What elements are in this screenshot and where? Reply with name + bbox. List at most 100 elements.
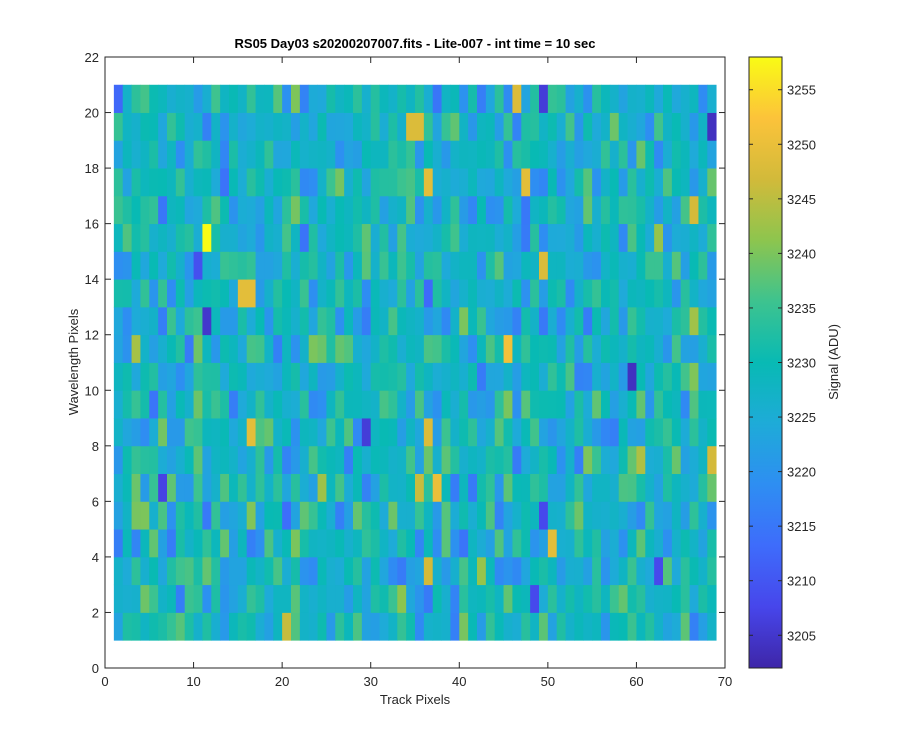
heatmap-cell [671,501,682,530]
heatmap-cell [273,334,283,363]
heatmap-cell [574,529,584,558]
heatmap-cell [680,556,690,586]
heatmap-cell [654,445,664,474]
heatmap-cell [282,473,292,502]
heatmap-cell [264,556,274,586]
heatmap-cell [654,279,664,308]
heatmap-cell [494,501,504,530]
heatmap-cell [388,445,398,474]
heatmap-cell [539,556,549,586]
heatmap-cell [220,112,230,141]
heatmap-cell [441,251,451,280]
heatmap-cell [255,418,265,447]
heatmap-cell [388,279,398,308]
heatmap-cell [202,473,212,502]
heatmap-cell [698,84,708,113]
heatmap-cell [450,112,460,141]
heatmap-cell [698,251,708,280]
heatmap-cell [361,140,372,169]
heatmap-cell [406,473,416,502]
heatmap-cell [299,501,310,530]
heatmap-cell [671,473,682,502]
heatmap-cell [326,306,336,336]
heatmap-cell [273,251,283,280]
heatmap-cell [264,168,274,197]
heatmap-cell [680,112,690,141]
heatmap-cell [299,251,310,280]
heatmap-cell [370,195,380,225]
heatmap-cell [344,501,354,530]
heatmap-cell [468,84,478,113]
heatmap-cell [680,390,690,419]
heatmap-cell [423,418,434,447]
heatmap-cell [477,529,487,558]
heatmap-cell [113,473,124,502]
heatmap-cell [671,112,682,141]
heatmap-cell [193,584,203,613]
heatmap-cell [565,140,575,169]
heatmap-cell [264,612,274,641]
heatmap-cell [370,306,380,336]
colorbar-tick-label: 3240 [787,246,816,261]
heatmap-cell [379,445,389,474]
heatmap-cell [547,390,558,419]
heatmap-cell [556,251,566,280]
heatmap-cell [211,445,221,474]
heatmap-cell [370,418,380,447]
heatmap-cell [220,418,230,447]
heatmap-cell [609,306,620,336]
heatmap-cell [707,168,717,197]
heatmap-cell [264,390,274,419]
heatmap-cell [211,612,221,641]
heatmap-cell [299,584,310,613]
heatmap-cell [211,584,221,613]
heatmap-cell [609,279,620,308]
heatmap-cell [601,418,611,447]
heatmap-cell [601,445,611,474]
heatmap-cell [698,112,708,141]
heatmap-cell [618,362,628,391]
heatmap-cell [193,612,203,641]
heatmap-cell [432,418,442,447]
heatmap-cell [299,279,310,308]
heatmap-cell [565,195,575,225]
heatmap-cell [556,140,566,169]
heatmap-cell [592,112,602,141]
heatmap-cell [149,584,159,613]
heatmap-cell [113,112,124,141]
heatmap-cell [530,334,540,363]
heatmap-cell [379,501,389,530]
heatmap-cell [432,501,442,530]
heatmap-cell [645,306,655,336]
heatmap-cell [636,112,646,141]
heatmap-cell [680,501,690,530]
heatmap-cell [361,334,372,363]
heatmap-cell [450,445,460,474]
heatmap-cell [547,445,558,474]
heatmap-cell [273,168,283,197]
heatmap-cell [494,306,504,336]
heatmap-cell [432,168,442,197]
heatmap-cell [264,306,274,336]
heatmap-cell [609,362,620,391]
heatmap-cell [671,168,682,197]
heatmap-cell [636,612,646,641]
heatmap-cell [707,612,717,641]
heatmap-cell [521,390,531,419]
heatmap-cell [547,556,558,586]
heatmap-cell [255,362,265,391]
heatmap-cell [574,418,584,447]
heatmap-cell [592,84,602,113]
heatmap-cell [397,223,407,252]
heatmap-cell [512,418,522,447]
heatmap-cell [175,112,186,141]
heatmap-cell [282,362,292,391]
heatmap-cell [627,279,637,308]
heatmap-cell [229,612,239,641]
heatmap-cell [264,334,274,363]
heatmap-cell [397,473,407,502]
heatmap-cell [627,445,637,474]
heatmap-cell [361,612,372,641]
heatmap-cell [397,445,407,474]
heatmap-cell [131,501,141,530]
